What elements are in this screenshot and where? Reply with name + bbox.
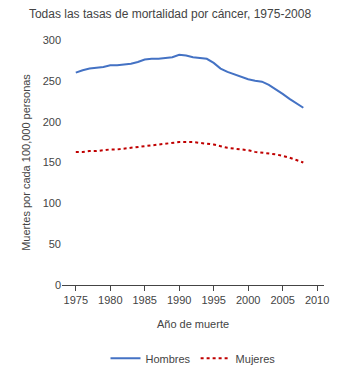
svg-text:Hombres: Hombres	[146, 353, 191, 365]
svg-text:2000: 2000	[236, 294, 260, 306]
svg-text:150: 150	[43, 156, 61, 168]
svg-text:Mujeres: Mujeres	[236, 353, 276, 365]
svg-text:0: 0	[55, 279, 61, 291]
svg-text:300: 300	[43, 34, 61, 46]
svg-text:Muertes por cada 100,000 perso: Muertes por cada 100,000 personas	[20, 74, 32, 251]
svg-text:Todas las tasas de mortalidad: Todas las tasas de mortalidad por cáncer…	[29, 7, 312, 21]
svg-text:Año de muerte: Año de muerte	[157, 318, 229, 330]
svg-text:2010: 2010	[305, 294, 329, 306]
svg-text:100: 100	[43, 197, 61, 209]
svg-text:200: 200	[43, 116, 61, 128]
svg-text:250: 250	[43, 75, 61, 87]
svg-text:1995: 1995	[201, 294, 225, 306]
svg-text:2005: 2005	[270, 294, 294, 306]
svg-text:1975: 1975	[64, 294, 88, 306]
svg-text:1985: 1985	[132, 294, 156, 306]
svg-text:50: 50	[49, 238, 61, 250]
svg-text:1980: 1980	[98, 294, 122, 306]
svg-text:1990: 1990	[167, 294, 191, 306]
